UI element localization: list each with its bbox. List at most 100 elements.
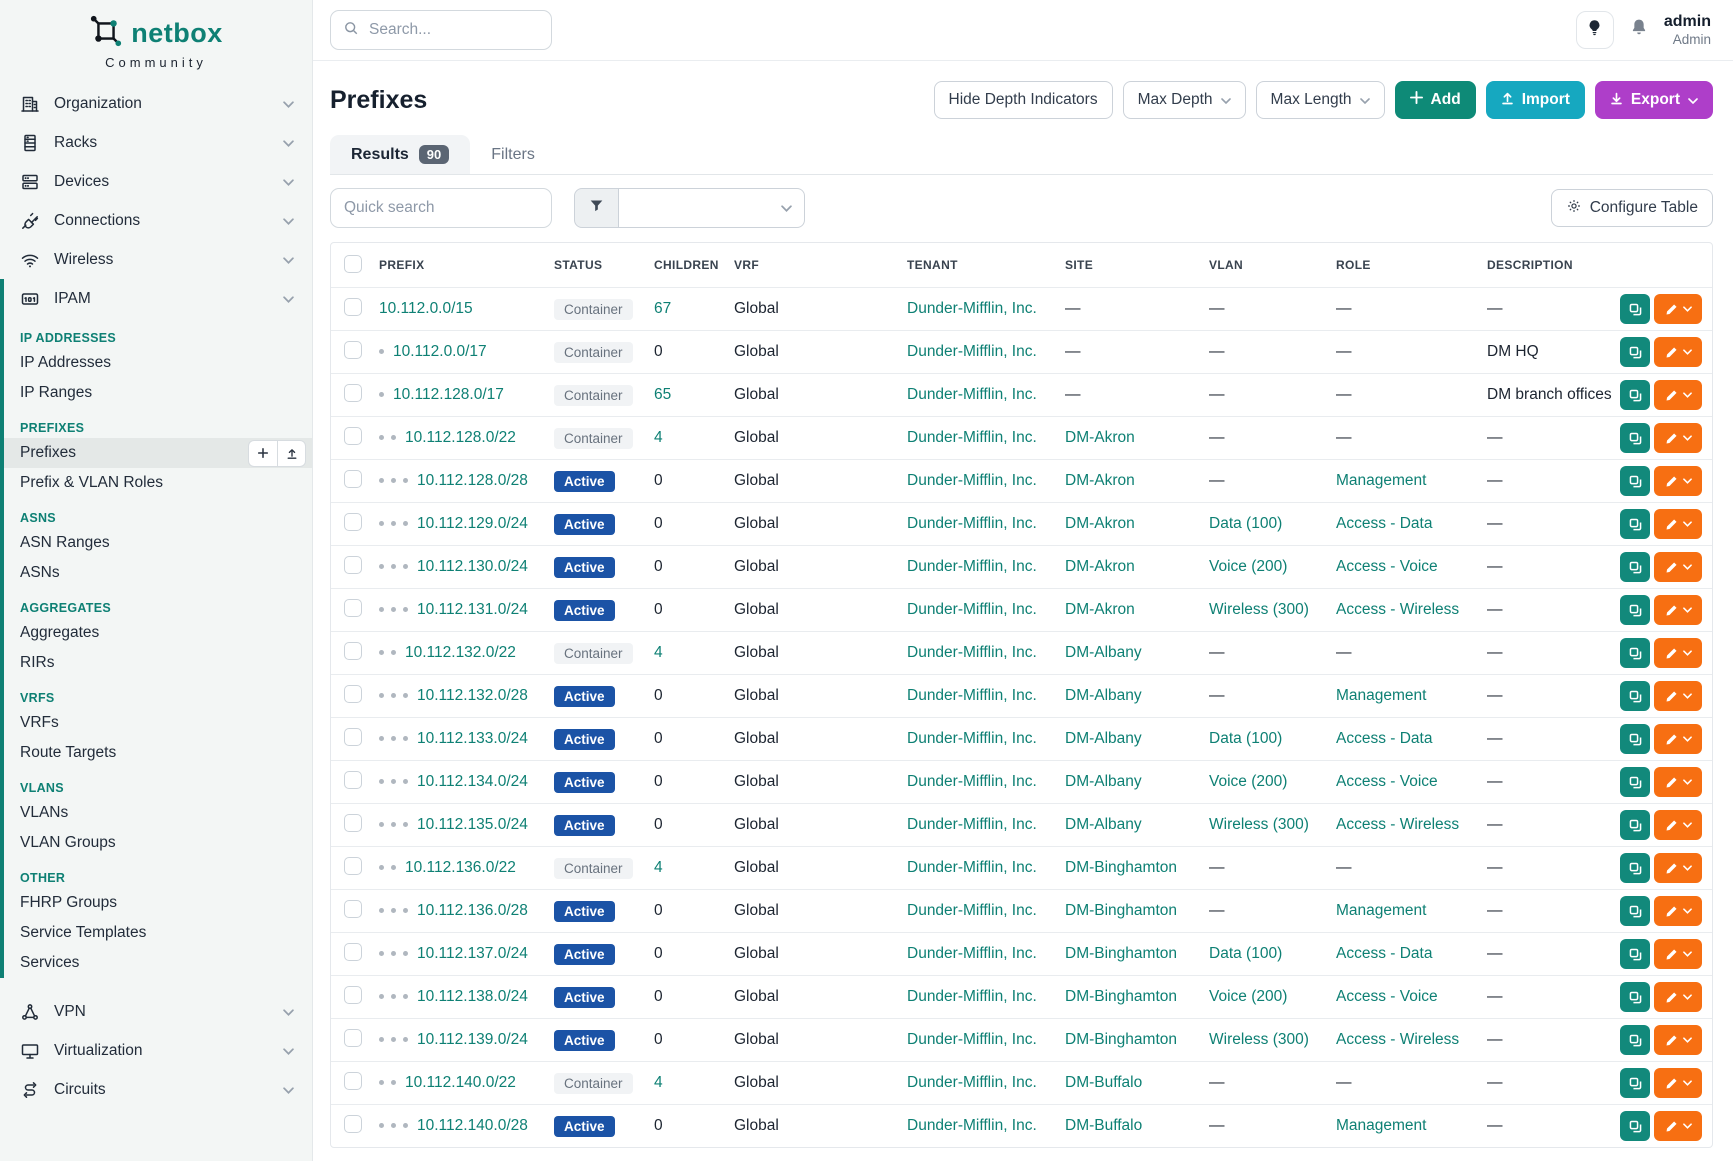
clone-button[interactable] xyxy=(1620,380,1650,410)
sidebar-item-ipam[interactable]: IPAM xyxy=(4,279,312,318)
row-checkbox[interactable] xyxy=(344,512,362,531)
column-header-site[interactable]: SITE xyxy=(1065,258,1094,272)
import-button[interactable]: Import xyxy=(1485,81,1585,119)
row-checkbox[interactable] xyxy=(344,426,362,445)
sidebar-item-organization[interactable]: Organization xyxy=(0,84,312,123)
edit-button[interactable] xyxy=(1654,810,1702,840)
row-checkbox[interactable] xyxy=(344,727,362,746)
sidebar-item-circuits[interactable]: Circuits xyxy=(0,1070,312,1109)
clone-button[interactable] xyxy=(1620,681,1650,711)
site-link[interactable]: DM-Akron xyxy=(1065,515,1135,532)
tab-filters[interactable]: Filters xyxy=(491,145,535,163)
prefix-link[interactable]: 10.112.138.0/24 xyxy=(417,988,528,1005)
edit-button[interactable] xyxy=(1654,896,1702,926)
tenant-link[interactable]: Dunder-Mifflin, Inc. xyxy=(907,515,1037,532)
edit-button[interactable] xyxy=(1654,552,1702,582)
sidebar-item-vlans[interactable]: VLANs xyxy=(4,798,312,828)
sidebar-item-prefix-vlan-roles[interactable]: Prefix & VLAN Roles xyxy=(4,468,312,498)
prefix-link[interactable]: 10.112.129.0/24 xyxy=(417,515,528,532)
prefix-link[interactable]: 10.112.130.0/24 xyxy=(417,558,528,575)
edit-button[interactable] xyxy=(1654,423,1702,453)
prefix-link[interactable]: 10.112.0.0/17 xyxy=(393,343,487,360)
clone-button[interactable] xyxy=(1620,423,1650,453)
prefix-link[interactable]: 10.112.131.0/24 xyxy=(417,601,528,618)
sidebar-item-ip-ranges[interactable]: IP Ranges xyxy=(4,378,312,408)
tab-results[interactable]: Results 90 xyxy=(330,135,471,174)
clone-button[interactable] xyxy=(1620,896,1650,926)
quick-add-button[interactable] xyxy=(248,439,277,467)
role-link[interactable]: Management xyxy=(1336,902,1427,919)
sidebar-item-wireless[interactable]: Wireless xyxy=(0,240,312,279)
tenant-link[interactable]: Dunder-Mifflin, Inc. xyxy=(907,902,1037,919)
role-link[interactable]: Access - Data xyxy=(1336,515,1433,532)
sidebar-item-aggregates[interactable]: Aggregates xyxy=(4,618,312,648)
prefix-link[interactable]: 10.112.135.0/24 xyxy=(417,816,528,833)
edit-button[interactable] xyxy=(1654,337,1702,367)
quick-search[interactable] xyxy=(330,188,552,228)
vlan-link[interactable]: Voice (200) xyxy=(1209,558,1288,575)
tenant-link[interactable]: Dunder-Mifflin, Inc. xyxy=(907,601,1037,618)
row-checkbox[interactable] xyxy=(344,899,362,918)
row-checkbox[interactable] xyxy=(344,555,362,574)
role-link[interactable]: Access - Voice xyxy=(1336,988,1438,1005)
role-link[interactable]: Access - Wireless xyxy=(1336,816,1460,833)
role-link[interactable]: Management xyxy=(1336,687,1427,704)
row-checkbox[interactable] xyxy=(344,598,362,617)
row-checkbox[interactable] xyxy=(344,641,362,660)
site-link[interactable]: DM-Binghamton xyxy=(1065,859,1177,876)
site-link[interactable]: DM-Albany xyxy=(1065,644,1142,661)
clone-button[interactable] xyxy=(1620,810,1650,840)
prefix-link[interactable]: 10.112.139.0/24 xyxy=(417,1031,528,1048)
prefix-link[interactable]: 10.112.136.0/22 xyxy=(405,859,516,876)
edit-button[interactable] xyxy=(1654,939,1702,969)
edit-button[interactable] xyxy=(1654,294,1702,324)
hide-depth-indicators-button[interactable]: Hide Depth Indicators xyxy=(933,81,1113,119)
prefix-link[interactable]: 10.112.137.0/24 xyxy=(417,945,528,962)
global-search[interactable] xyxy=(330,10,569,50)
tenant-link[interactable]: Dunder-Mifflin, Inc. xyxy=(907,300,1037,317)
clone-button[interactable] xyxy=(1620,939,1650,969)
netbox-logo[interactable]: netbox Community xyxy=(0,0,312,70)
clone-button[interactable] xyxy=(1620,767,1650,797)
vlan-link[interactable]: Data (100) xyxy=(1209,515,1283,532)
sidebar-item-devices[interactable]: Devices xyxy=(0,162,312,201)
tenant-link[interactable]: Dunder-Mifflin, Inc. xyxy=(907,558,1037,575)
max-depth-dropdown[interactable]: Max Depth xyxy=(1122,81,1246,119)
site-link[interactable]: DM-Binghamton xyxy=(1065,945,1177,962)
role-link[interactable]: Access - Voice xyxy=(1336,558,1438,575)
select-all-checkbox[interactable] xyxy=(344,254,362,273)
column-header-vrf[interactable]: VRF xyxy=(734,258,760,272)
sidebar-item-rirs[interactable]: RIRs xyxy=(4,648,312,678)
column-header-role[interactable]: ROLE xyxy=(1336,258,1371,272)
edit-button[interactable] xyxy=(1654,466,1702,496)
clone-button[interactable] xyxy=(1620,638,1650,668)
sidebar-item-services[interactable]: Services xyxy=(4,948,312,978)
sidebar-item-asn-ranges[interactable]: ASN Ranges xyxy=(4,528,312,558)
user-menu[interactable]: admin Admin xyxy=(1664,12,1711,47)
site-link[interactable]: DM-Albany xyxy=(1065,687,1142,704)
tenant-link[interactable]: Dunder-Mifflin, Inc. xyxy=(907,730,1037,747)
tenant-link[interactable]: Dunder-Mifflin, Inc. xyxy=(907,816,1037,833)
column-header-prefix[interactable]: PREFIX xyxy=(379,258,425,272)
max-length-dropdown[interactable]: Max Length xyxy=(1255,81,1385,119)
sidebar-item-asns[interactable]: ASNs xyxy=(4,558,312,588)
row-checkbox[interactable] xyxy=(344,985,362,1004)
tenant-link[interactable]: Dunder-Mifflin, Inc. xyxy=(907,988,1037,1005)
theme-toggle-button[interactable] xyxy=(1575,11,1614,49)
site-link[interactable]: DM-Buffalo xyxy=(1065,1074,1143,1091)
clone-button[interactable] xyxy=(1620,1111,1650,1141)
row-checkbox[interactable] xyxy=(344,469,362,488)
saved-filter-select[interactable] xyxy=(619,188,805,228)
prefix-link[interactable]: 10.112.133.0/24 xyxy=(417,730,528,747)
tenant-link[interactable]: Dunder-Mifflin, Inc. xyxy=(907,386,1037,403)
role-link[interactable]: Management xyxy=(1336,1117,1427,1134)
tenant-link[interactable]: Dunder-Mifflin, Inc. xyxy=(907,472,1037,489)
prefix-link[interactable]: 10.112.140.0/22 xyxy=(405,1074,516,1091)
sidebar-item-prefixes[interactable]: Prefixes xyxy=(4,438,312,468)
children-link[interactable]: 4 xyxy=(654,429,663,446)
vlan-link[interactable]: Wireless (300) xyxy=(1209,601,1309,618)
prefix-link[interactable]: 10.112.128.0/22 xyxy=(405,429,516,446)
vlan-link[interactable]: Voice (200) xyxy=(1209,988,1288,1005)
vlan-link[interactable]: Wireless (300) xyxy=(1209,1031,1309,1048)
site-link[interactable]: DM-Akron xyxy=(1065,601,1135,618)
